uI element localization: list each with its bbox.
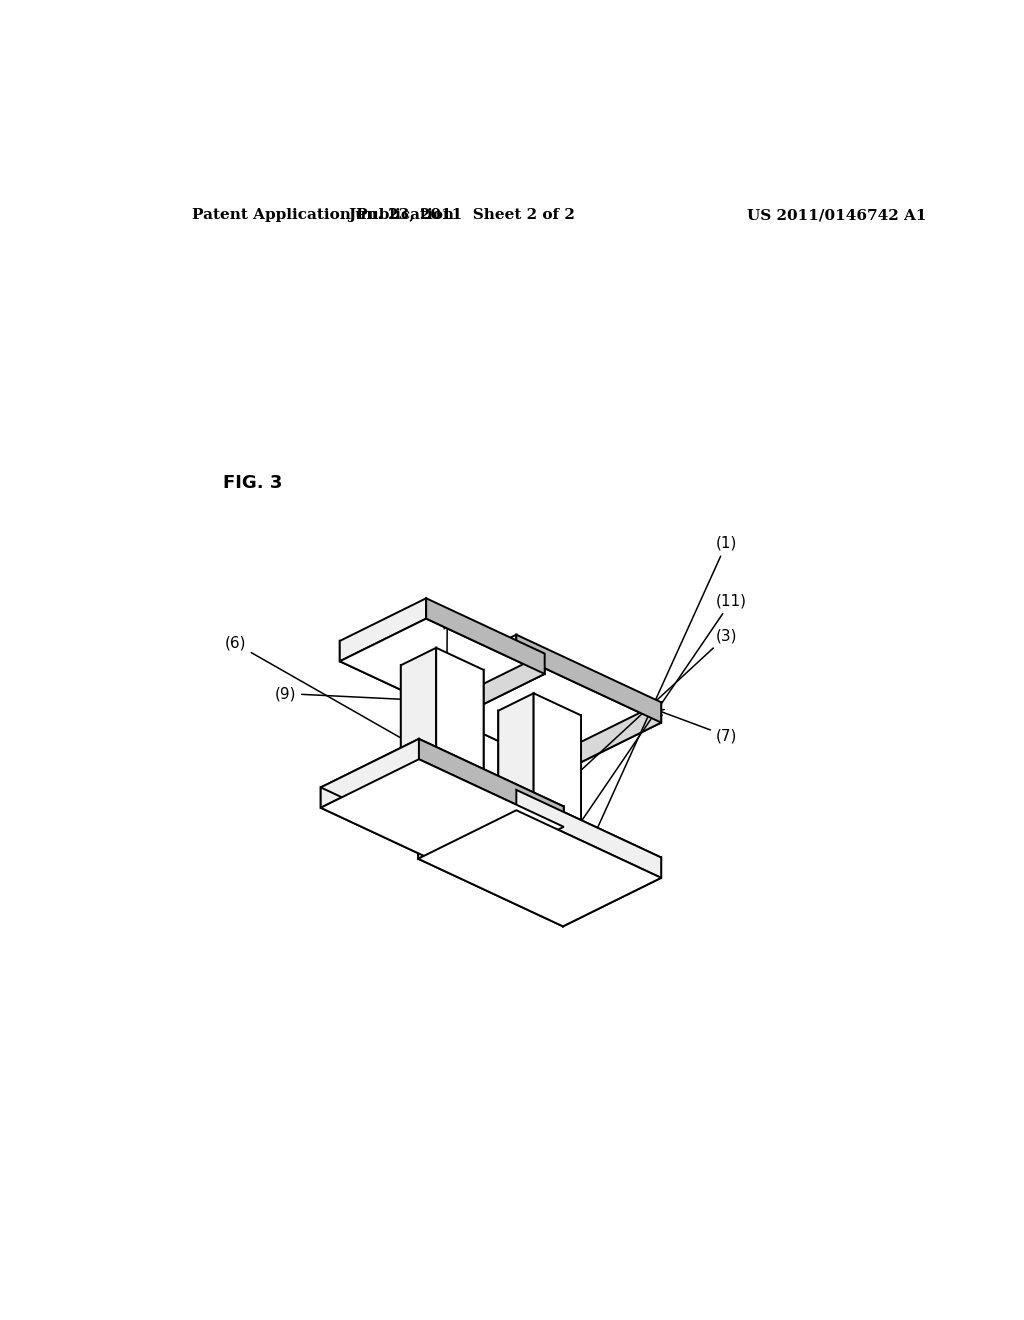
Text: (6): (6) (224, 636, 423, 751)
Polygon shape (499, 840, 546, 867)
Text: (1): (1) (578, 536, 737, 871)
Polygon shape (400, 777, 483, 817)
Polygon shape (340, 642, 459, 717)
Polygon shape (499, 822, 581, 862)
Polygon shape (321, 759, 564, 875)
Polygon shape (426, 598, 545, 675)
Polygon shape (321, 739, 564, 855)
Polygon shape (516, 789, 662, 878)
Polygon shape (499, 828, 581, 867)
Text: (3): (3) (561, 628, 737, 788)
Polygon shape (466, 807, 564, 875)
Text: FIG. 3: FIG. 3 (223, 474, 283, 492)
Polygon shape (499, 710, 546, 862)
Text: Jun. 23, 2011  Sheet 2 of 2: Jun. 23, 2011 Sheet 2 of 2 (348, 209, 575, 223)
Polygon shape (436, 648, 483, 800)
Polygon shape (419, 739, 564, 826)
Polygon shape (340, 619, 545, 717)
Polygon shape (563, 858, 662, 927)
Text: (11): (11) (557, 594, 746, 857)
Polygon shape (340, 598, 426, 661)
Polygon shape (534, 822, 581, 850)
Polygon shape (546, 845, 581, 867)
Text: (9): (9) (274, 686, 444, 704)
Polygon shape (516, 635, 662, 722)
Text: (7): (7) (657, 710, 737, 743)
Polygon shape (499, 693, 534, 840)
Polygon shape (321, 739, 419, 808)
Polygon shape (418, 684, 563, 771)
Polygon shape (449, 671, 483, 817)
Polygon shape (418, 789, 662, 906)
Polygon shape (400, 648, 436, 795)
Polygon shape (534, 693, 581, 845)
Polygon shape (459, 653, 545, 717)
Text: US 2011/0146742 A1: US 2011/0146742 A1 (746, 209, 926, 223)
Text: Patent Application Publication: Patent Application Publication (193, 209, 455, 223)
Polygon shape (546, 715, 581, 862)
Polygon shape (400, 665, 449, 817)
Polygon shape (418, 655, 662, 771)
Polygon shape (418, 810, 662, 927)
Polygon shape (418, 789, 516, 859)
Polygon shape (321, 788, 466, 875)
Text: (10): (10) (431, 623, 462, 775)
Polygon shape (563, 702, 662, 771)
Polygon shape (418, 838, 563, 927)
Polygon shape (418, 635, 516, 704)
